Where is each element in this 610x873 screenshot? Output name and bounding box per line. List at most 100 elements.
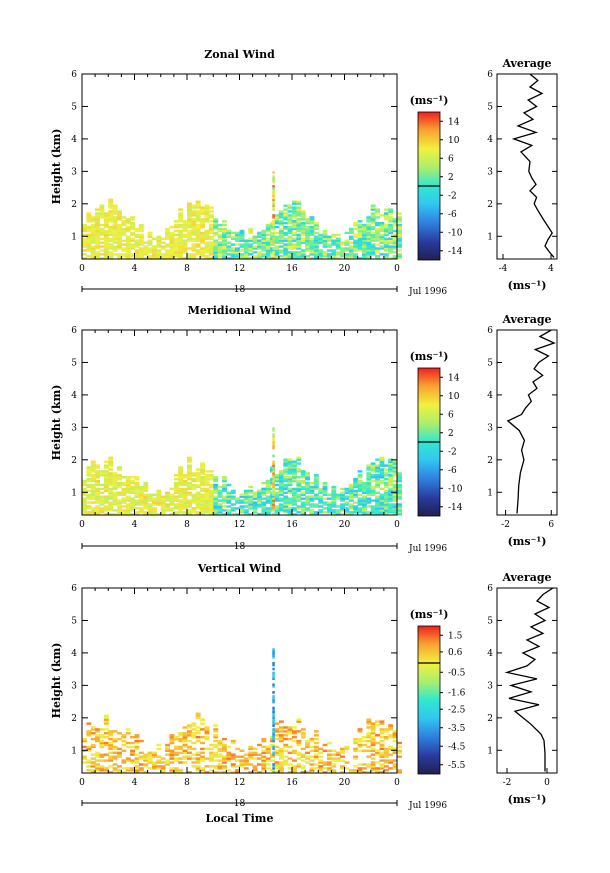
- heatmap-cell: [278, 472, 284, 475]
- heatmap-cell: [274, 237, 280, 240]
- heatmap-cell: [313, 222, 319, 225]
- heatmap-cell: [217, 249, 223, 252]
- heatmap-cell: [195, 511, 201, 514]
- heatmap-cell: [138, 255, 144, 258]
- heatmap-cell: [375, 761, 380, 764]
- heatmap-cell: [257, 257, 262, 260]
- heatmap-cell: [344, 243, 350, 246]
- heatmap-cell: [121, 220, 127, 223]
- heatmap-cell: [353, 511, 359, 514]
- heatmap-cell: [313, 511, 319, 514]
- y-tick-label: 4: [71, 135, 77, 145]
- heatmap-cell: [222, 220, 227, 223]
- heatmap-cell: [138, 247, 144, 250]
- heatmap-cell: [200, 210, 205, 213]
- heatmap-cell: [226, 233, 232, 237]
- heatmap-cell: [265, 249, 271, 252]
- heatmap-cell: [226, 253, 232, 256]
- heatmap-cell: [335, 257, 341, 260]
- heatmap-cell: [108, 460, 114, 463]
- heatmap-cell: [366, 749, 372, 752]
- heatmap-cell: [272, 477, 275, 481]
- colorbar-tick-label: -5.5: [448, 761, 466, 771]
- heatmap-cell: [272, 206, 275, 209]
- heatmap-cell: [379, 227, 385, 231]
- heatmap-cell: [217, 763, 223, 766]
- heatmap-cell: [388, 761, 394, 764]
- heatmap-cell: [327, 245, 332, 248]
- heatmap-cell: [99, 487, 105, 491]
- heatmap-cell: [108, 481, 114, 485]
- heatmap-cell: [138, 511, 144, 514]
- heatmap-cell: [200, 718, 205, 721]
- heatmap-cell: [82, 501, 87, 504]
- heatmap-cell: [296, 763, 302, 766]
- colorbar-tick-label: 2: [448, 429, 454, 439]
- heatmap-cell: [235, 769, 240, 772]
- heatmap-cell: [257, 255, 262, 258]
- heatmap-cell: [121, 749, 127, 752]
- heatmap-cell: [200, 501, 205, 504]
- heatmap-cell: [82, 739, 87, 743]
- heatmap-cell: [296, 757, 302, 760]
- heatmap-cell: [392, 472, 398, 475]
- heatmap-cell: [272, 442, 275, 446]
- heatmap-cell: [327, 769, 332, 772]
- heatmap-cell: [309, 245, 315, 248]
- heatmap-cell: [296, 233, 302, 237]
- heatmap-cell: [353, 755, 359, 758]
- heatmap-cell: [90, 769, 96, 772]
- heatmap-cell: [278, 734, 284, 737]
- heatmap-cell: [300, 257, 306, 260]
- heatmap-cell: [82, 505, 87, 508]
- heatmap-cell: [252, 257, 258, 260]
- heatmap-cell: [272, 223, 275, 227]
- heatmap-cell: [272, 190, 275, 194]
- heatmap-cell: [318, 249, 324, 252]
- heatmap-cell: [300, 513, 306, 516]
- heatmap-cell: [318, 255, 324, 258]
- heatmap-cell: [226, 247, 232, 250]
- heatmap-cell: [187, 231, 192, 235]
- heatmap-cell: [272, 501, 275, 504]
- heatmap-cell: [397, 212, 402, 215]
- heatmap-cell: [173, 487, 179, 491]
- heatmap-cell: [195, 214, 201, 217]
- heatmap-cell: [327, 509, 332, 512]
- heatmap-cell: [335, 243, 341, 246]
- heatmap-cell: [213, 513, 219, 516]
- heatmap-cell: [108, 509, 114, 512]
- heatmap-cell: [265, 499, 271, 502]
- heatmap-cell: [278, 720, 284, 723]
- heatmap-cell: [272, 677, 275, 680]
- heatmap-cell: [322, 489, 328, 493]
- heatmap-cell: [278, 767, 284, 770]
- heatmap-cell: [357, 485, 363, 489]
- heatmap-cell: [274, 497, 280, 500]
- heatmap-cell: [270, 231, 275, 235]
- heatmap-cell: [138, 751, 144, 754]
- heatmap-cell: [300, 227, 306, 231]
- heatmap-cell: [134, 241, 140, 244]
- heatmap-cell: [134, 255, 140, 258]
- heatmap-cell: [248, 503, 254, 506]
- heatmap-cell: [375, 495, 380, 498]
- heatmap-cell: [379, 763, 385, 766]
- heatmap-cell: [392, 730, 398, 733]
- heatmap-cell: [86, 225, 92, 229]
- heatmap-cell: [388, 239, 394, 242]
- heatmap-cell: [322, 235, 328, 238]
- heatmap-cell: [375, 503, 380, 506]
- heatmap-cell: [274, 499, 280, 502]
- heatmap-cell: [187, 503, 192, 506]
- heatmap-cell: [278, 239, 284, 242]
- heatmap-cell: [296, 468, 302, 471]
- heatmap-cell: [305, 745, 310, 749]
- heatmap-cell: [187, 460, 192, 463]
- heatmap-cell: [222, 749, 227, 752]
- heatmap-cell: [112, 210, 118, 213]
- heatmap-cell: [191, 495, 197, 498]
- heatmap-cell: [213, 499, 219, 502]
- heatmap-cell: [108, 491, 114, 494]
- heatmap-cell: [208, 214, 214, 217]
